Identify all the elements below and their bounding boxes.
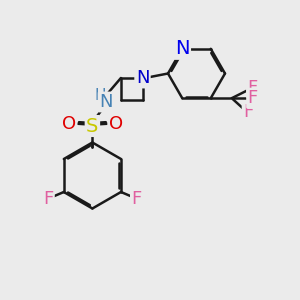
Text: O: O [62,115,76,133]
Text: S: S [86,116,99,136]
Text: N: N [136,69,149,87]
Text: F: F [248,89,258,107]
Text: F: F [248,79,258,97]
Text: F: F [43,190,53,208]
Text: O: O [109,115,123,133]
Text: F: F [243,103,254,121]
Text: F: F [131,190,142,208]
Text: N: N [175,39,190,58]
Text: N: N [99,93,113,111]
Text: H: H [94,88,106,104]
